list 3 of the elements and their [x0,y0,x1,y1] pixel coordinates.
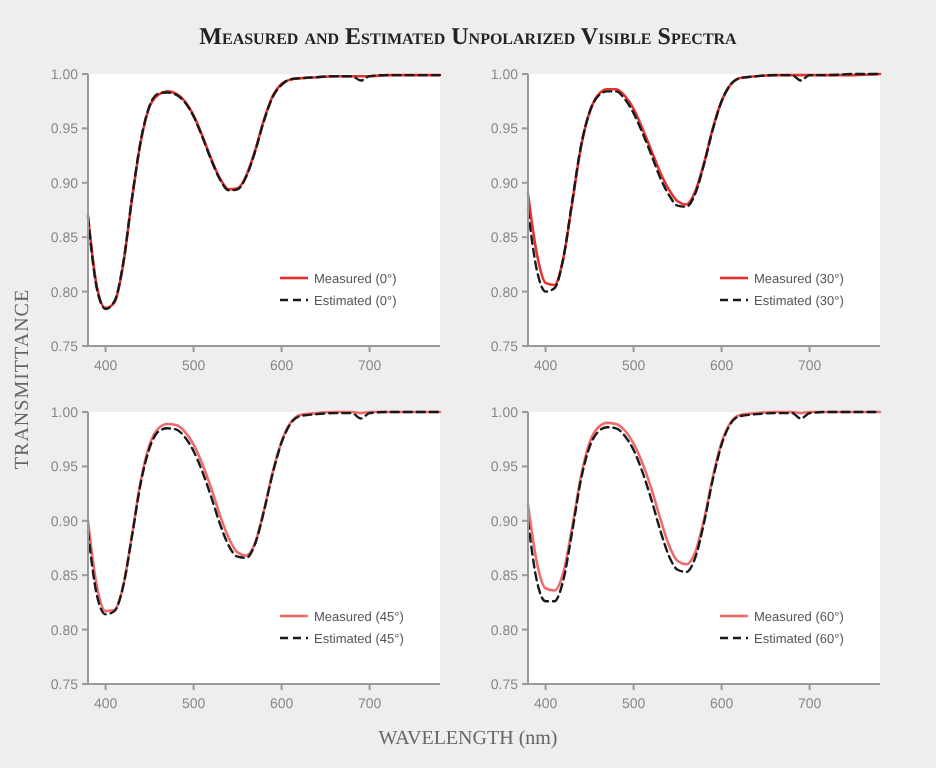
y-axis-title: TRANSMITTANCE [12,288,34,470]
chart-title: Measured and Estimated Unpolarized Visible Spectra [199,22,738,50]
x-axis-title: WAVELENGTH (nm) [378,728,558,750]
